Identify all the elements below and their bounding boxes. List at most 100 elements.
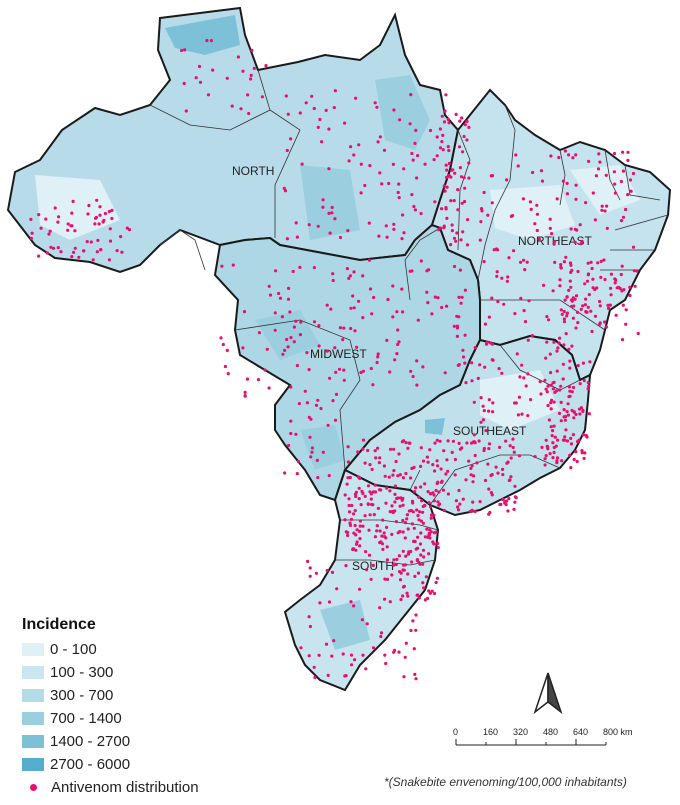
antivenom-point bbox=[221, 342, 225, 347]
antivenom-point bbox=[404, 641, 408, 645]
antivenom-point bbox=[401, 530, 405, 534]
antivenom-point bbox=[346, 533, 350, 538]
antivenom-point bbox=[434, 580, 438, 585]
antivenom-point bbox=[411, 158, 415, 162]
antivenom-point bbox=[371, 383, 375, 387]
antivenom-point bbox=[346, 460, 350, 464]
antivenom-point bbox=[589, 260, 593, 264]
legend-swatch bbox=[22, 735, 44, 748]
antivenom-point bbox=[417, 596, 421, 600]
antivenom-point bbox=[444, 206, 448, 210]
antivenom-point bbox=[366, 502, 370, 506]
antivenom-point bbox=[317, 344, 321, 348]
antivenom-point bbox=[465, 138, 469, 142]
antivenom-point bbox=[349, 653, 354, 657]
antivenom-point bbox=[433, 295, 437, 299]
antivenom-point bbox=[307, 415, 311, 419]
antivenom-point bbox=[401, 476, 405, 480]
antivenom-point bbox=[385, 558, 389, 562]
antivenom-point bbox=[470, 464, 474, 468]
antivenom-point bbox=[398, 118, 402, 122]
antivenom-point bbox=[586, 305, 590, 309]
antivenom-point bbox=[502, 302, 506, 306]
antivenom-point bbox=[457, 488, 461, 493]
antivenom-point bbox=[308, 624, 312, 629]
antivenom-point bbox=[565, 410, 569, 414]
antivenom-point bbox=[586, 272, 591, 276]
antivenom-point bbox=[273, 311, 277, 315]
antivenom-point bbox=[308, 566, 312, 570]
antivenom-point bbox=[551, 289, 555, 293]
antivenom-point bbox=[47, 232, 51, 236]
antivenom-point bbox=[443, 109, 447, 113]
antivenom-point bbox=[569, 270, 573, 274]
antivenom-point bbox=[465, 441, 469, 445]
antivenom-point bbox=[291, 269, 295, 274]
antivenom-point bbox=[415, 558, 419, 563]
antivenom-point bbox=[316, 476, 320, 480]
antivenom-point bbox=[391, 315, 395, 319]
antivenom-point bbox=[378, 171, 382, 175]
antivenom-point bbox=[280, 315, 284, 319]
antivenom-point bbox=[402, 563, 406, 567]
antivenom-point bbox=[621, 150, 625, 154]
antivenom-point bbox=[428, 448, 432, 452]
antivenom-point bbox=[559, 266, 563, 270]
antivenom-point bbox=[585, 279, 590, 283]
antivenom-point bbox=[578, 412, 582, 416]
antivenom-point bbox=[461, 230, 465, 234]
region-label-midwest: MIDWEST bbox=[310, 347, 367, 361]
antivenom-point bbox=[247, 111, 251, 116]
antivenom-point bbox=[586, 381, 590, 385]
antivenom-point bbox=[626, 150, 630, 154]
antivenom-point bbox=[548, 217, 552, 221]
antivenom-point bbox=[370, 312, 374, 316]
antivenom-point bbox=[551, 429, 555, 433]
legend-swatch bbox=[22, 689, 44, 702]
antivenom-point bbox=[287, 443, 291, 448]
antivenom-point bbox=[398, 504, 402, 508]
antivenom-point bbox=[513, 495, 518, 499]
antivenom-point bbox=[327, 127, 331, 131]
antivenom-point bbox=[425, 290, 429, 294]
antivenom-point bbox=[621, 215, 626, 219]
antivenom-point bbox=[543, 463, 547, 467]
antivenom-point bbox=[250, 48, 254, 53]
antivenom-point bbox=[624, 322, 628, 326]
antivenom-point bbox=[412, 204, 416, 209]
antivenom-point bbox=[396, 328, 400, 332]
legend-item: 1400 - 2700 bbox=[22, 730, 282, 753]
antivenom-point bbox=[388, 370, 392, 374]
antivenom-point bbox=[428, 528, 432, 532]
antivenom-point bbox=[568, 359, 572, 363]
antivenom-point bbox=[343, 121, 347, 125]
antivenom-point bbox=[567, 288, 571, 292]
antivenom-point bbox=[445, 304, 449, 308]
antivenom-point bbox=[357, 299, 361, 303]
antivenom-point bbox=[388, 447, 393, 451]
antivenom-point bbox=[490, 201, 494, 205]
antivenom-point bbox=[432, 499, 436, 503]
antivenom-point bbox=[562, 343, 566, 347]
antivenom-point bbox=[85, 240, 89, 244]
antivenom-point bbox=[361, 438, 366, 442]
antivenom-point bbox=[436, 464, 440, 468]
antivenom-point bbox=[347, 510, 352, 514]
antivenom-point bbox=[445, 458, 449, 462]
antivenom-point bbox=[72, 250, 76, 254]
antivenom-point bbox=[450, 223, 454, 227]
antivenom-point bbox=[613, 191, 618, 195]
antivenom-point bbox=[357, 143, 361, 147]
antivenom-point bbox=[561, 179, 566, 183]
antivenom-point bbox=[432, 591, 437, 596]
antivenom-point bbox=[73, 229, 77, 233]
antivenom-point bbox=[285, 148, 289, 153]
antivenom-point bbox=[428, 128, 433, 133]
antivenom-point bbox=[401, 503, 405, 507]
antivenom-point bbox=[406, 572, 410, 576]
antivenom-point bbox=[320, 140, 324, 144]
antivenom-point bbox=[310, 450, 314, 454]
antivenom-point bbox=[402, 231, 406, 235]
antivenom-point bbox=[418, 542, 423, 546]
antivenom-point bbox=[363, 514, 367, 518]
